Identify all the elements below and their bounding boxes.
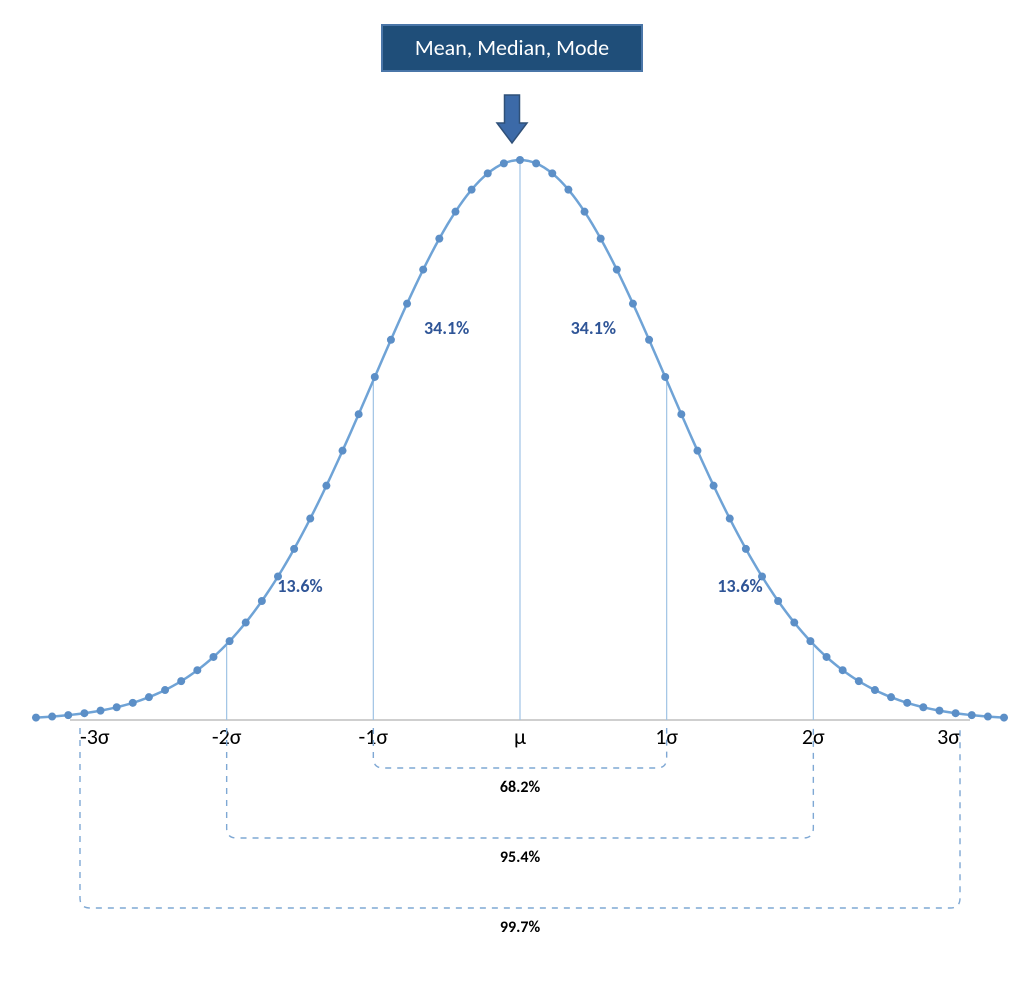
curve-dot xyxy=(645,336,653,344)
range-label-0: 68.2% xyxy=(500,778,541,797)
curve-dot xyxy=(871,686,879,694)
curve-dot xyxy=(161,686,169,694)
curve-dot xyxy=(613,266,621,274)
curve-dot xyxy=(80,709,88,717)
curve-dot xyxy=(209,653,217,661)
curve-dot xyxy=(516,156,524,164)
curve-dot xyxy=(774,597,782,605)
curve-dot xyxy=(839,666,847,674)
curve-dot xyxy=(387,336,395,344)
axis-label-3: 3σ xyxy=(937,723,960,750)
curve-dot xyxy=(1000,714,1008,722)
curve-dot xyxy=(371,373,379,381)
curve-dot xyxy=(435,235,443,243)
curve-dot xyxy=(64,711,72,719)
curve-dot xyxy=(306,515,314,523)
curve-dot xyxy=(790,619,798,627)
curve-dot xyxy=(742,545,750,553)
range-label-1: 95.4% xyxy=(500,848,541,867)
normal-distribution-diagram: 13.6%34.1%34.1%13.6%-3σ-2σ-1σμ1σ2σ3σ68.2… xyxy=(0,0,1024,990)
curve-dot xyxy=(693,447,701,455)
curve-dot xyxy=(984,713,992,721)
curve-dot xyxy=(710,482,718,490)
axis-label-1: 1σ xyxy=(655,723,678,750)
curve-dot xyxy=(581,208,589,216)
curve-dot xyxy=(403,300,411,308)
curve-dot xyxy=(290,545,298,553)
curve-dot xyxy=(145,693,153,701)
curve-dot xyxy=(322,482,330,490)
curve-dot xyxy=(419,266,427,274)
header-text: Mean, Median, Mode xyxy=(415,34,609,61)
curve-dot xyxy=(97,707,105,715)
axis-label-0: μ xyxy=(514,723,526,750)
curve-dot xyxy=(48,713,56,721)
curve-dot xyxy=(855,677,863,685)
curve-dot xyxy=(500,159,508,167)
curve-dot xyxy=(887,693,895,701)
curve-dot xyxy=(677,410,685,418)
curve-dot xyxy=(629,300,637,308)
curve-dot xyxy=(952,709,960,717)
curve-dot xyxy=(177,677,185,685)
curve-dot xyxy=(193,666,201,674)
curve-dot xyxy=(226,637,234,645)
curve-dot xyxy=(484,169,492,177)
curve-dot xyxy=(451,208,459,216)
curve-dot xyxy=(242,619,250,627)
region-percent: 34.1% xyxy=(571,317,616,339)
curve-dot xyxy=(32,714,40,722)
curve-dot xyxy=(548,169,556,177)
curve-dot xyxy=(113,703,121,711)
curve-dot xyxy=(468,186,476,194)
range-label-2: 99.7% xyxy=(500,918,541,937)
region-percent: 13.6% xyxy=(277,575,322,597)
curve-dot xyxy=(935,707,943,715)
curve-dot xyxy=(661,373,669,381)
curve-dot xyxy=(532,159,540,167)
region-percent: 13.6% xyxy=(717,575,762,597)
curve-dot xyxy=(968,711,976,719)
curve-dot xyxy=(806,637,814,645)
curve-dot xyxy=(597,235,605,243)
axis-label--3: -3σ xyxy=(80,723,110,750)
curve-dot xyxy=(355,410,363,418)
curve-dot xyxy=(823,653,831,661)
curve-dot xyxy=(919,703,927,711)
curve-dot xyxy=(903,699,911,707)
curve-dot xyxy=(564,186,572,194)
curve-dot xyxy=(129,699,137,707)
region-percent: 34.1% xyxy=(424,317,469,339)
curve-dot xyxy=(726,515,734,523)
curve-dot xyxy=(339,447,347,455)
curve-dot xyxy=(258,597,266,605)
